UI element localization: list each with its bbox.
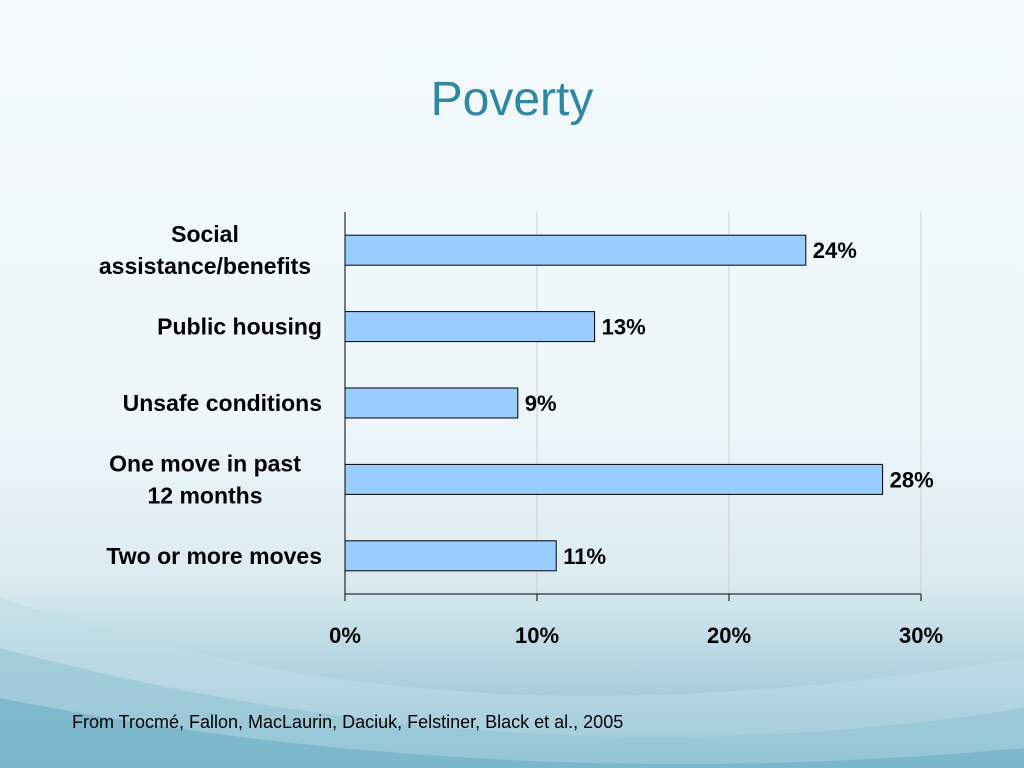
bar: [344, 387, 519, 419]
bar: [344, 463, 884, 495]
source-citation: From Trocmé, Fallon, MacLaurin, Daciuk, …: [72, 712, 624, 732]
bar: [344, 540, 557, 572]
decorative-wave-background: [0, 598, 1024, 768]
category-label: 12 months: [147, 482, 262, 508]
x-tick-label: 10%: [515, 623, 559, 648]
x-tick-label: 30%: [899, 623, 943, 648]
category-label: Two or more moves: [106, 543, 322, 569]
data-label: 9%: [525, 391, 557, 416]
bar: [344, 311, 596, 343]
x-tick-label: 0%: [329, 623, 361, 648]
data-label: 11%: [563, 544, 606, 569]
data-label: 24%: [813, 238, 857, 263]
x-tick-label: 20%: [707, 623, 751, 648]
category-label: Public housing: [157, 314, 322, 340]
category-label: Social: [171, 221, 239, 247]
data-label: 28%: [890, 467, 934, 492]
bar: [344, 234, 807, 266]
category-label: assistance/benefits: [99, 253, 311, 279]
category-label: Unsafe conditions: [123, 390, 322, 416]
data-label: 13%: [602, 315, 646, 340]
slide-title: Poverty: [430, 73, 594, 126]
category-label: One move in past: [109, 450, 301, 476]
